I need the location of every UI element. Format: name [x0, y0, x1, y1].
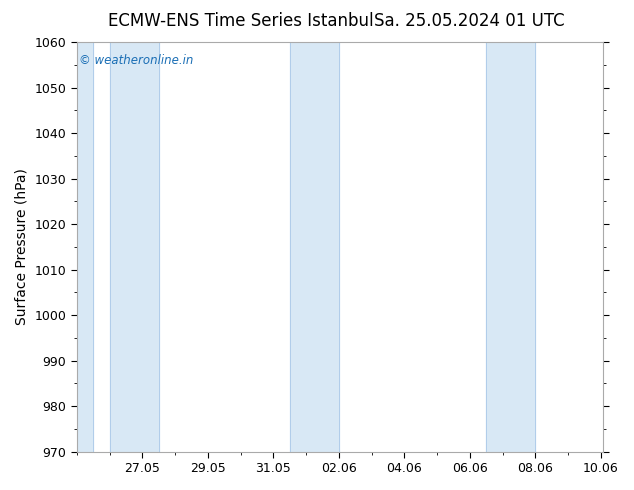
- Text: Sa. 25.05.2024 01 UTC: Sa. 25.05.2024 01 UTC: [374, 12, 564, 30]
- Text: ECMW-ENS Time Series Istanbul: ECMW-ENS Time Series Istanbul: [108, 12, 373, 30]
- Bar: [486, 42, 536, 452]
- Bar: [110, 42, 158, 452]
- Bar: [290, 42, 339, 452]
- Text: © weatheronline.in: © weatheronline.in: [79, 54, 194, 67]
- Bar: [77, 42, 93, 452]
- Y-axis label: Surface Pressure (hPa): Surface Pressure (hPa): [15, 169, 29, 325]
